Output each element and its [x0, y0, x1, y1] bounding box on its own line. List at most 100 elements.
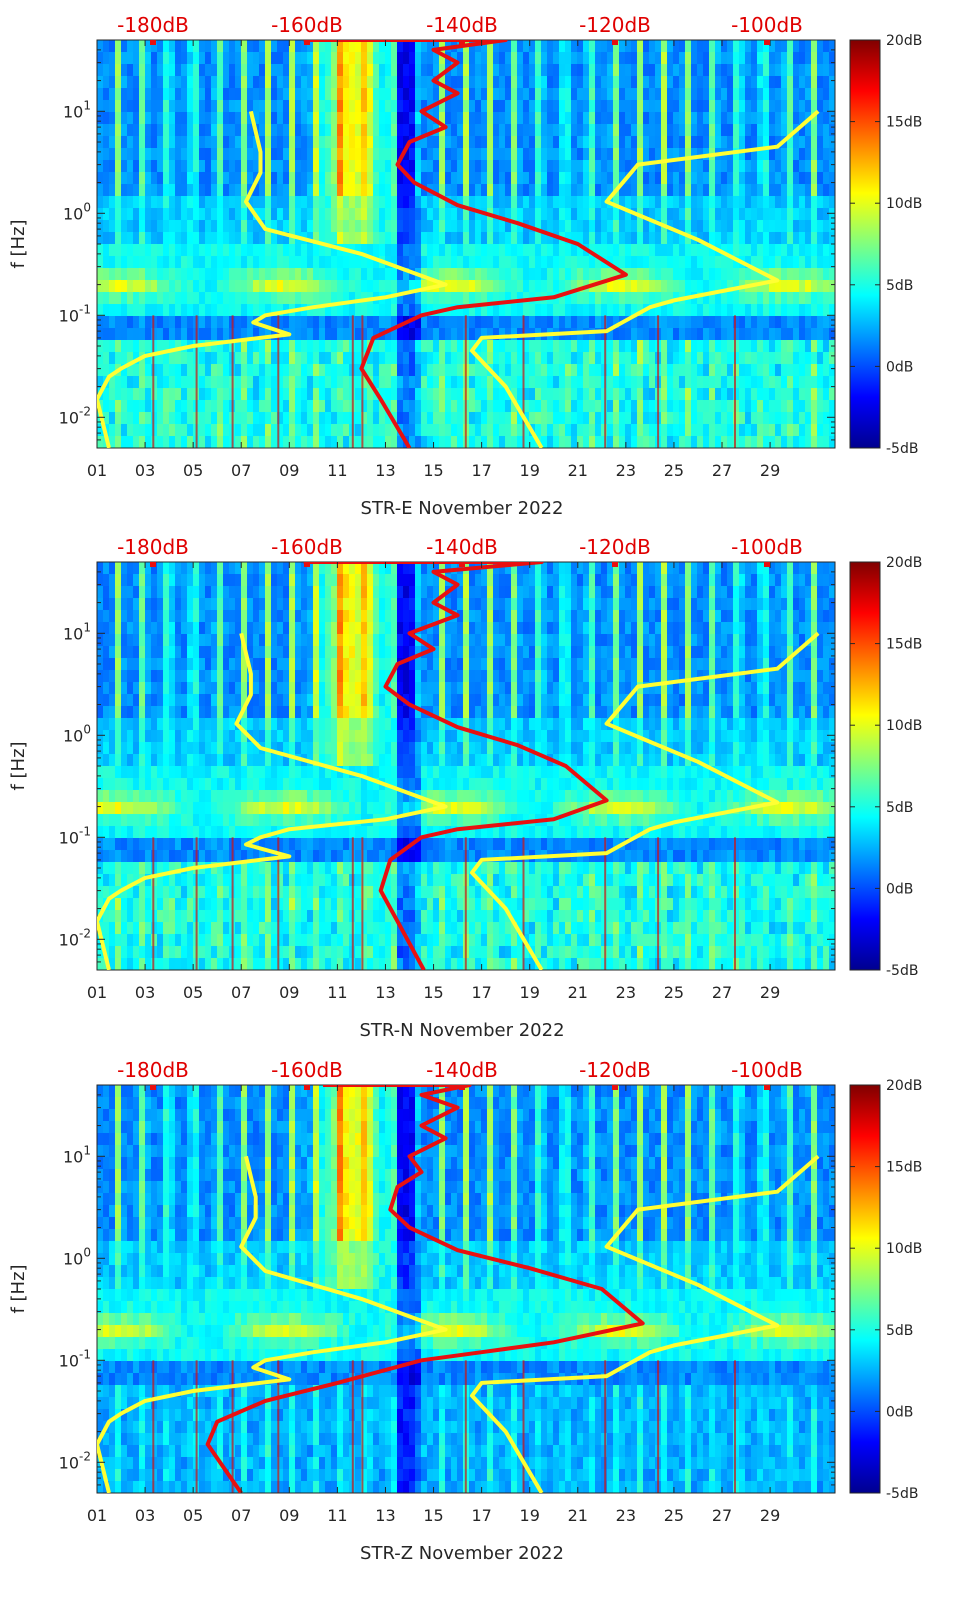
red-psd-curve — [205, 1085, 645, 1493]
colorbar-tick-label: 20dB — [886, 33, 922, 49]
y-tick-label: 101 — [63, 1143, 91, 1166]
y-tick-label: 10-2 — [59, 1449, 91, 1472]
x-tick-label: 23 — [616, 1506, 636, 1525]
x-tick-label: 23 — [616, 461, 636, 480]
colorbar-tick-label: 10dB — [886, 1241, 922, 1257]
x-tick-label: 27 — [712, 983, 732, 1002]
x-tick-label: 19 — [520, 1506, 540, 1525]
colorbar-tick-label: 0dB — [886, 881, 913, 897]
x-tick-label: 01 — [87, 983, 107, 1002]
colorbar-tick-label: -5dB — [886, 441, 918, 457]
x-tick-label: 21 — [568, 1506, 588, 1525]
x-tick-label: 17 — [471, 461, 491, 480]
x-tick-label: 17 — [471, 983, 491, 1002]
colorbar-tick-label: 15dB — [886, 1160, 922, 1176]
colorbar-tick-label: -5dB — [886, 963, 918, 979]
x-tick-label: 09 — [279, 1506, 299, 1525]
spectrogram-image — [97, 562, 835, 970]
x-tick-label: 19 — [520, 461, 540, 480]
x-tick-label: 21 — [568, 983, 588, 1002]
top-db-tick-mark — [612, 40, 618, 45]
x-tick-label: 05 — [183, 983, 203, 1002]
yellow-curve-2 — [470, 1154, 820, 1493]
y-tick-label: 101 — [63, 620, 91, 643]
top-db-tick-label: -180dB — [117, 13, 189, 37]
x-tick-label: 15 — [423, 1506, 443, 1525]
x-tick-label: 23 — [616, 983, 636, 1002]
colorbar-tick-label: 0dB — [886, 1404, 913, 1420]
colorbar-tick-label: 0dB — [886, 359, 913, 375]
x-axis-label: STR-Z November 2022 — [360, 1543, 564, 1564]
colorbar-tick-label: 10dB — [886, 718, 922, 734]
top-db-tick-mark — [764, 1085, 770, 1090]
x-tick-label: 07 — [231, 461, 251, 480]
y-tick-label: 100 — [63, 722, 91, 745]
y-axis-label: f [Hz] — [8, 741, 29, 790]
colorbar-tick-label: 15dB — [886, 115, 922, 131]
x-tick-label: 11 — [327, 1506, 347, 1525]
x-tick-label: 29 — [760, 983, 780, 1002]
x-tick-label: 07 — [231, 1506, 251, 1525]
colorbar-tick-label: 20dB — [886, 555, 922, 571]
colorbar-tick-label: 5dB — [886, 1323, 913, 1339]
top-db-tick-label: -160dB — [271, 1058, 343, 1082]
spectrogram-panel-1: 01 03 05 07 09 11 13 15 17 19 21 23 25 27 29 STR-E Nove… — [8, 13, 922, 519]
y-tick-label: 100 — [63, 1245, 91, 1268]
top-db-tick-mark — [150, 40, 156, 45]
colorbar-tick-label: 5dB — [886, 800, 913, 816]
top-db-tick-mark — [459, 1085, 465, 1090]
x-tick-label: 11 — [327, 461, 347, 480]
colorbar-tick-label: 20dB — [886, 1078, 922, 1094]
top-db-tick-mark — [764, 40, 770, 45]
colorbar-tick-label: 15dB — [886, 637, 922, 653]
top-db-tick-mark — [764, 562, 770, 567]
top-db-tick-mark — [612, 1085, 618, 1090]
y-tick-label: 10-2 — [59, 926, 91, 949]
x-tick-label: 13 — [375, 461, 395, 480]
colorbar-tick-label: 10dB — [886, 196, 922, 212]
top-db-tick-label: -120dB — [579, 13, 651, 37]
top-db-tick-label: -160dB — [271, 13, 343, 37]
top-db-tick-label: -120dB — [579, 535, 651, 559]
x-tick-label: 19 — [520, 983, 540, 1002]
y-tick-label: 101 — [63, 98, 91, 121]
x-tick-label: 27 — [712, 461, 732, 480]
colorbar — [849, 561, 881, 971]
x-tick-label: 05 — [183, 1506, 203, 1525]
yellow-curve-2 — [470, 109, 820, 448]
x-tick-label: 25 — [664, 461, 684, 480]
colorbar-tick-label: 5dB — [886, 278, 913, 294]
spectrogram-panel-2: 01 03 05 07 09 11 13 15 17 19 21 23 25 27 29 STR-N Nove… — [8, 535, 922, 1041]
x-tick-label: 07 — [231, 983, 251, 1002]
x-tick-label: 05 — [183, 461, 203, 480]
red-psd-curve — [303, 562, 609, 970]
x-axis-label: STR-E November 2022 — [361, 498, 564, 519]
x-tick-label: 15 — [423, 983, 443, 1002]
top-db-tick-label: -100dB — [731, 13, 803, 37]
top-db-tick-mark — [459, 40, 465, 45]
top-db-tick-mark — [150, 1085, 156, 1090]
top-db-tick-mark — [459, 562, 465, 567]
y-tick-label: 10-1 — [59, 1347, 91, 1370]
x-tick-label: 01 — [87, 1506, 107, 1525]
y-tick-label: 100 — [63, 200, 91, 223]
spectrogram-image — [97, 40, 835, 448]
yellow-curve-1 — [97, 110, 448, 448]
x-tick-label: 29 — [760, 1506, 780, 1525]
y-axis-label: f [Hz] — [8, 1264, 29, 1313]
y-tick-label: 10-1 — [59, 824, 91, 847]
x-tick-label: 11 — [327, 983, 347, 1002]
red-psd-curve — [303, 40, 628, 448]
top-db-tick-mark — [304, 562, 310, 567]
y-tick-label: 10-1 — [59, 302, 91, 325]
top-db-tick-label: -140dB — [426, 1058, 498, 1082]
top-db-tick-label: -160dB — [271, 535, 343, 559]
x-tick-label: 25 — [664, 983, 684, 1002]
spectrogram-panel-3: 01 03 05 07 09 11 13 15 17 19 21 23 25 27 29 STR-Z Nove… — [8, 1058, 922, 1564]
x-tick-label: 03 — [135, 983, 155, 1002]
colorbar-tick-label: -5dB — [886, 1486, 918, 1502]
top-db-tick-mark — [150, 562, 156, 567]
colorbar — [849, 1084, 881, 1494]
x-tick-label: 01 — [87, 461, 107, 480]
